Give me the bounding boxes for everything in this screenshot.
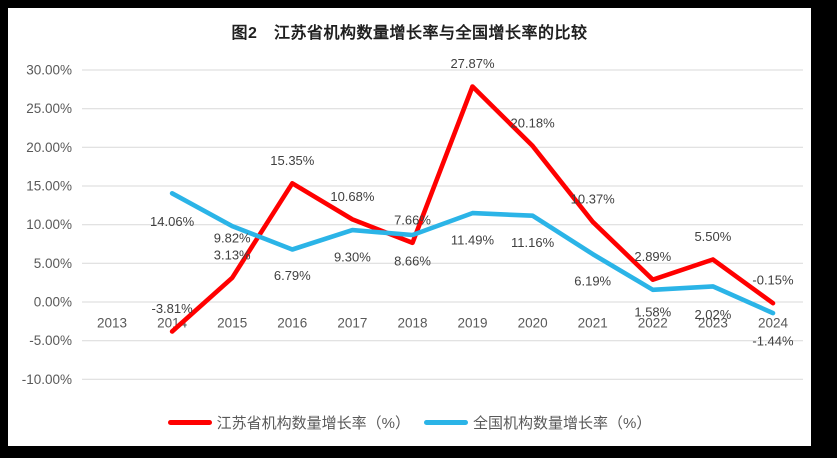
y-tick-label: 20.00%	[26, 140, 72, 155]
x-tick-label: 2020	[518, 316, 548, 331]
y-tick-label: -5.00%	[29, 333, 72, 348]
y-tick-label: 0.00%	[34, 295, 72, 310]
x-tick-label: 2016	[277, 316, 307, 331]
national-data-label: 1.58%	[634, 304, 671, 319]
x-tick-label: 2021	[578, 316, 608, 331]
legend-label-national: 全国机构数量增长率（%）	[473, 414, 652, 432]
national-data-label: 2.02%	[694, 307, 731, 322]
jiangsu-data-label: 10.68%	[330, 189, 375, 204]
jiangsu-data-label: -0.15%	[752, 273, 794, 288]
legend-label-jiangsu: 江苏省机构数量增长率（%）	[216, 414, 410, 432]
national-data-label: 11.16%	[511, 235, 555, 250]
national-data-label: 6.79%	[274, 268, 311, 283]
jiangsu-data-label: 10.37%	[571, 191, 616, 206]
data-labels: -3.81% 3.13% 15.35% 10.68% 7.66% 27.87% 20.18%…	[150, 56, 794, 349]
jiangsu-data-label: -3.81%	[151, 301, 193, 316]
chart-title: 图2 江苏省机构数量增长率与全国增长率的比较	[231, 25, 588, 42]
national-data-label: 6.19%	[574, 274, 611, 289]
series-lines	[169, 84, 776, 334]
x-axis-labels: 2013 2014 2015 2016 2017 2018 2019 2020 2021 2022…	[97, 316, 789, 331]
x-tick-label: 2019	[457, 316, 487, 331]
jiangsu-data-label: 7.66%	[394, 212, 431, 227]
national-data-label: 9.82%	[214, 231, 251, 246]
national-data-label: 9.30%	[334, 250, 371, 265]
national-data-label: 14.06%	[150, 214, 195, 229]
jiangsu-data-label: 3.13%	[214, 247, 251, 262]
jiangsu-data-label: 2.89%	[634, 249, 671, 264]
y-tick-label: 30.00%	[26, 63, 72, 78]
jiangsu-line-swatch-icon	[167, 419, 212, 425]
x-tick-label: 2023	[698, 316, 728, 331]
x-tick-label: 2015	[217, 316, 247, 331]
national-line-swatch-icon	[424, 419, 468, 425]
national-data-label: 8.66%	[394, 254, 431, 269]
x-tick-label: 2022	[638, 316, 668, 331]
legend-item-national: 全国机构数量增长率（%）	[424, 412, 651, 433]
y-tick-label: -10.00%	[22, 372, 72, 387]
jiangsu-series-line	[169, 84, 776, 334]
y-tick-label: 25.00%	[26, 101, 72, 116]
y-axis-labels: 30.00% 25.00% 20.00% 15.00% 10.00% 5.00% 0.00%…	[22, 63, 72, 387]
x-tick-label: 2018	[397, 316, 427, 331]
y-tick-label: 5.00%	[34, 256, 72, 271]
national-series-line	[169, 191, 776, 316]
legend: 江苏省机构数量增长率（%） 全国机构数量增长率（%）	[8, 409, 811, 435]
x-tick-label: 2013	[97, 316, 127, 331]
jiangsu-data-label: 27.87%	[450, 56, 495, 71]
jiangsu-data-label: 20.18%	[511, 115, 556, 130]
national-data-label: 11.49%	[451, 233, 495, 248]
national-data-label: -1.44%	[752, 334, 794, 349]
y-tick-label: 15.00%	[26, 179, 72, 194]
legend-item-jiangsu: 江苏省机构数量增长率（%）	[167, 412, 410, 433]
x-tick-label: 2017	[337, 316, 367, 331]
jiangsu-data-label: 5.50%	[694, 229, 731, 244]
y-tick-label: 10.00%	[26, 217, 72, 232]
gridlines	[82, 69, 803, 380]
x-tick-label: 2024	[758, 316, 789, 331]
chart-surface	[8, 8, 811, 446]
jiangsu-data-label: 15.35%	[270, 153, 315, 168]
